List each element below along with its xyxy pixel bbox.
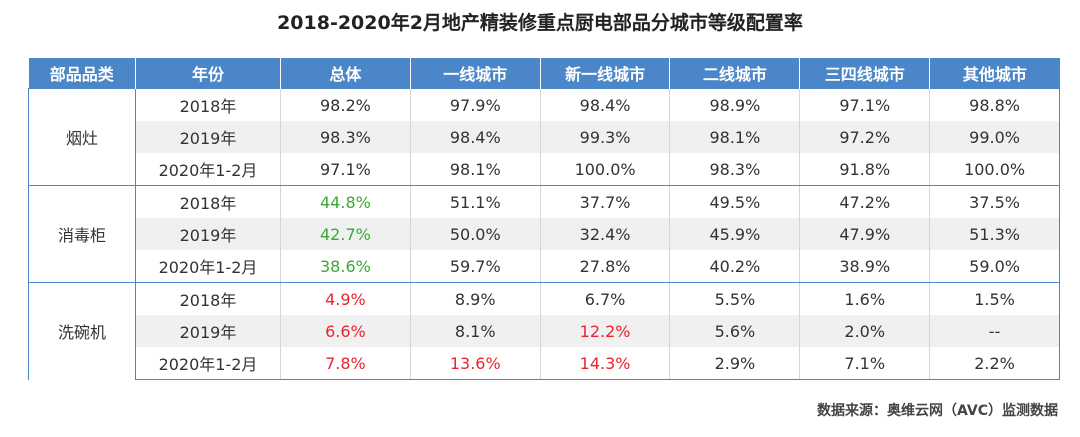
value-cell: 98.8% [929,88,1060,121]
category-cell: 消毒柜 [28,185,136,283]
value-cell: 2.9% [669,347,800,380]
value-cell: 13.6% [409,347,541,380]
year-cell: 2019年 [135,218,281,250]
year-cell: 2020年1-2月 [135,250,281,283]
column-header: 三四线城市 [799,58,930,89]
value-cell: 44.8% [280,185,411,218]
value-cell: 47.2% [799,185,930,218]
value-cell: 6.6% [280,315,411,347]
value-cell: 8.1% [409,315,541,347]
value-cell: 2.2% [929,347,1060,380]
year-cell: 2018年 [135,282,281,315]
value-cell: 7.8% [280,347,411,380]
value-cell: 99.0% [929,121,1060,153]
year-cell: 2020年1-2月 [135,347,281,380]
table: 部品品类 年份 总体 一线城市 新一线城市 二线城市 三四线城市 其他城市 烟灶 2018年 98… [28,58,1060,380]
column-header: 二线城市 [669,58,800,89]
value-cell: 51.1% [409,185,541,218]
value-cell: 100.0% [929,153,1060,186]
value-cell: 27.8% [539,250,670,283]
value-cell: 99.3% [539,121,670,153]
value-cell: 59.7% [409,250,541,283]
value-cell: 97.2% [799,121,930,153]
column-header: 年份 [135,58,281,89]
value-cell: 5.6% [669,315,800,347]
value-cell: 98.3% [669,153,800,186]
value-cell: 100.0% [539,153,670,186]
column-header: 部品品类 [28,58,136,89]
value-cell: 98.4% [539,88,670,121]
value-cell: 98.3% [280,121,411,153]
year-cell: 2018年 [135,185,281,218]
value-cell: 97.9% [409,88,541,121]
table-row: 2020年1-2月 97.1% 98.1% 100.0% 98.3% 91.8% 100.0… [29,153,1060,186]
value-cell: 12.2% [539,315,670,347]
table-row: 消毒柜 2018年 44.8% 51.1% 37.7% 49.5% 47.2% 37.5% [28,185,1060,283]
value-cell: 1.5% [929,282,1060,315]
value-cell: 38.6% [280,250,411,283]
value-cell: 2.0% [799,315,930,347]
table-row: 2019年 42.7% 50.0% 32.4% 45.9% 47.9% 51.3% [29,218,1060,250]
table-row: 洗碗机 2018年 4.9% 8.9% 6.7% 5.5% 1.6% 1.5% [28,282,1060,380]
year-cell: 2019年 [135,121,281,153]
value-cell: 40.2% [669,250,800,283]
value-cell: 98.4% [409,121,541,153]
title: 2018-2020年2月地产精装修重点厨电部品分城市等级配置率 [277,12,803,34]
value-cell: 14.3% [539,347,670,380]
column-header: 总体 [280,58,411,89]
value-cell: 6.7% [539,282,670,315]
table-row: 2019年 98.3% 98.4% 99.3% 98.1% 97.2% 99.0% [29,121,1060,153]
column-header: 新一线城市 [539,58,670,89]
year-cell: 2018年 [135,88,281,121]
value-cell: 98.2% [280,88,411,121]
value-cell: -- [929,315,1060,347]
table-body: 烟灶 2018年 98.2% 97.9% 98.4% 98.9% 97.1% 98.8% 201… [28,88,1060,380]
value-cell: 5.5% [669,282,800,315]
category-cell: 烟灶 [28,88,136,186]
table-row: 2020年1-2月 38.6% 59.7% 27.8% 40.2% 38.9% 59.0% [29,250,1060,283]
value-cell: 42.7% [280,218,411,250]
column-header: 一线城市 [409,58,541,89]
value-cell: 51.3% [929,218,1060,250]
value-cell: 97.1% [280,153,411,186]
value-cell: 98.9% [669,88,800,121]
value-cell: 91.8% [799,153,930,186]
table-row: 2019年 6.6% 8.1% 12.2% 5.6% 2.0% -- [29,315,1060,347]
header-row: 部品品类 年份 总体 一线城市 新一线城市 二线城市 三四线城市 其他城市 [28,58,1060,89]
value-cell: 98.1% [669,121,800,153]
value-cell: 45.9% [669,218,800,250]
year-cell: 2019年 [135,315,281,347]
category-cell: 洗碗机 [28,282,136,380]
value-cell: 49.5% [669,185,800,218]
value-cell: 38.9% [799,250,930,283]
value-cell: 98.1% [409,153,541,186]
value-cell: 47.9% [799,218,930,250]
value-cell: 32.4% [539,218,670,250]
value-cell: 1.6% [799,282,930,315]
year-cell: 2020年1-2月 [135,153,281,186]
value-cell: 8.9% [409,282,541,315]
source-note: 数据来源：奥维云网（AVC）监测数据 [817,403,1058,419]
value-cell: 97.1% [799,88,930,121]
value-cell: 59.0% [929,250,1060,283]
value-cell: 50.0% [409,218,541,250]
value-cell: 37.7% [539,185,670,218]
table-row: 烟灶 2018年 98.2% 97.9% 98.4% 98.9% 97.1% 98.8% [28,88,1060,186]
value-cell: 4.9% [280,282,411,315]
table-row: 2020年1-2月 7.8% 13.6% 14.3% 2.9% 7.1% 2.2% [29,347,1060,380]
value-cell: 37.5% [929,185,1060,218]
column-header: 其他城市 [929,58,1060,89]
value-cell: 7.1% [799,347,930,380]
